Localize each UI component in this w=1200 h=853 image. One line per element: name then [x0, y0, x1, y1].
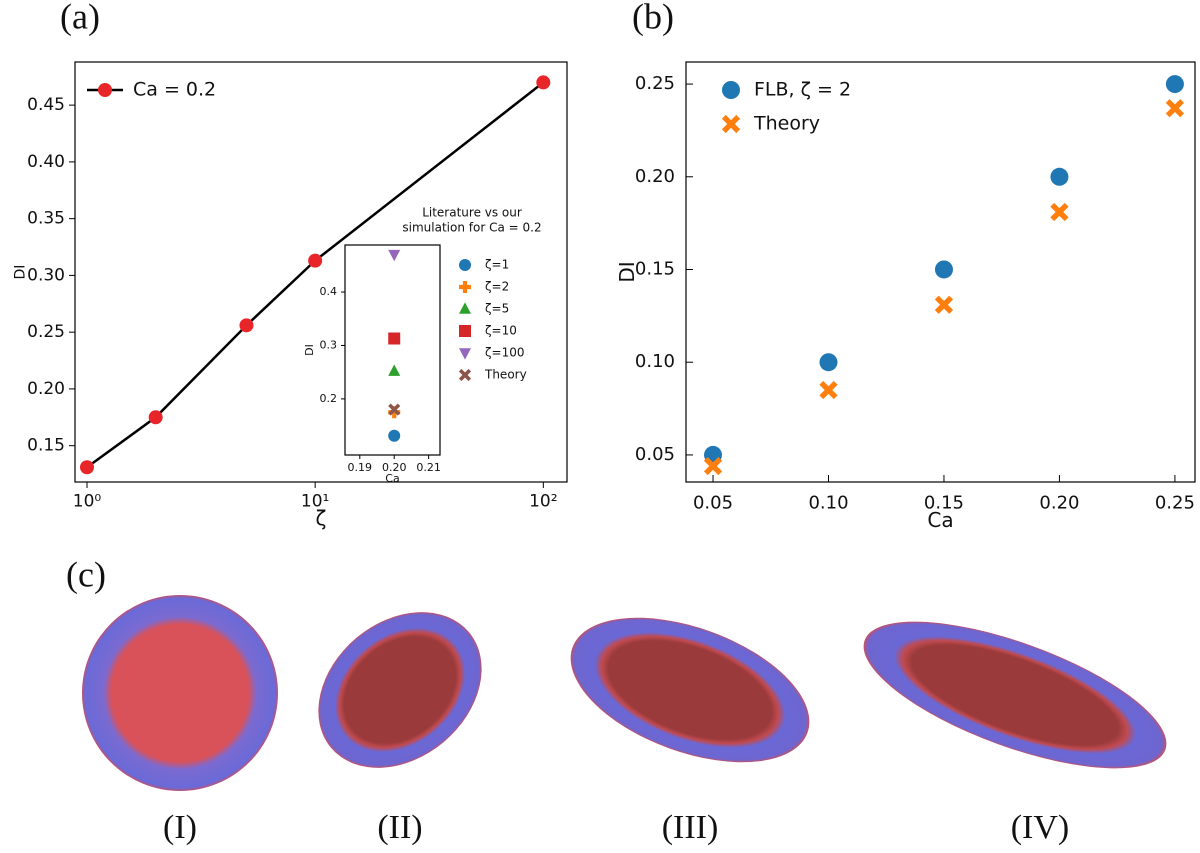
- marker: [388, 332, 401, 345]
- x-tick-label: 10¹: [301, 492, 329, 512]
- x-axis-label: Ca: [385, 472, 399, 485]
- line: [86, 81, 545, 469]
- x-tick-label: 0.15: [924, 492, 964, 513]
- plot-frame: [74, 61, 568, 483]
- x-tick-label: 0.05: [693, 492, 733, 513]
- y-tick-label: 0.10: [635, 351, 675, 372]
- y-tick-label: 0.30: [27, 265, 65, 285]
- marker: [1050, 202, 1069, 222]
- x-tick-label: 0.10: [808, 492, 848, 513]
- legend-label: ζ=1: [485, 258, 509, 272]
- legend-label: ζ=2: [485, 280, 509, 294]
- legend-marker: [459, 302, 471, 314]
- y-tick-label: 0.20: [27, 379, 65, 399]
- y-tick-label: 0.15: [635, 258, 675, 279]
- x-axis-label: ζ: [316, 506, 327, 530]
- marker: [388, 364, 401, 376]
- droplets: [82, 595, 1167, 791]
- y-tick-label: 0.20: [635, 166, 675, 187]
- legend-marker: [459, 348, 471, 360]
- x-axis-label: Ca: [927, 508, 953, 532]
- y-tick-label: 0.40: [27, 152, 65, 172]
- droplet-label: (I): [163, 809, 197, 846]
- legend-label: Theory: [484, 368, 527, 382]
- y-tick-label: 0.25: [635, 73, 675, 94]
- marker: [1165, 99, 1185, 118]
- y-tick-label: 0.4: [320, 285, 338, 298]
- y-axis-label: DI: [303, 344, 316, 356]
- droplet-label: (II): [377, 809, 422, 846]
- marker: [934, 260, 953, 279]
- marker: [388, 429, 401, 442]
- x-tick-label: 0.21: [416, 461, 441, 474]
- droplet-label: (III): [662, 809, 719, 846]
- y-axis-label: DI: [13, 265, 29, 280]
- marker: [239, 318, 254, 333]
- legend-label: ζ=5: [485, 302, 509, 316]
- y-tick-label: 0.05: [635, 444, 675, 465]
- legend-marker: [722, 81, 740, 99]
- x-tick-label: 10⁰: [73, 492, 102, 512]
- panel-label: (c): [66, 554, 106, 594]
- inset-title: simulation for Ca = 0.2: [402, 221, 541, 235]
- x-tick-label: 10²: [529, 492, 557, 512]
- legend-marker: [458, 368, 472, 382]
- marker: [388, 403, 401, 416]
- legend-label: Theory: [753, 113, 820, 135]
- marker: [79, 460, 94, 475]
- x-tick-label: 0.25: [1155, 492, 1195, 513]
- y-tick-label: 0.3: [320, 338, 338, 351]
- legend-marker: [459, 259, 471, 271]
- legend-label: FLB, ζ = 2: [754, 79, 851, 101]
- marker: [1050, 167, 1069, 186]
- legend-label: Ca = 0.2: [133, 79, 216, 101]
- y-tick-label: 0.15: [27, 436, 65, 456]
- x-tick-label: 0.20: [382, 461, 407, 474]
- y-tick-label: 0.45: [27, 95, 65, 115]
- droplet-label: (IV): [1011, 809, 1070, 846]
- y-axis-label: DI: [615, 261, 639, 282]
- plot-frame: [685, 61, 1196, 483]
- inset-title: Literature vs our: [422, 206, 522, 220]
- legend-label: ζ=100: [485, 346, 525, 360]
- legend-label: ζ=10: [485, 324, 517, 338]
- marker: [148, 410, 163, 425]
- y-tick-label: 0.25: [27, 322, 65, 342]
- droplet: [318, 612, 482, 768]
- marker: [703, 456, 723, 476]
- marker: [1165, 75, 1184, 94]
- legend-marker: [98, 83, 112, 97]
- droplet: [863, 621, 1167, 769]
- marker: [536, 75, 551, 90]
- droplet: [570, 617, 810, 763]
- plot-frame: [344, 244, 441, 456]
- y-tick-label: 0.2: [320, 392, 338, 405]
- x-tick-label: 0.19: [348, 461, 373, 474]
- marker: [819, 353, 838, 372]
- droplet: [82, 595, 278, 791]
- y-tick-label: 0.35: [27, 209, 65, 229]
- panel-label: (a): [60, 0, 100, 36]
- marker: [934, 295, 954, 314]
- panel-label: (b): [632, 0, 674, 36]
- marker: [819, 380, 838, 400]
- marker: [388, 249, 401, 262]
- legend-marker: [721, 114, 741, 134]
- x-tick-label: 0.20: [1039, 492, 1079, 513]
- legend-marker: [459, 325, 471, 337]
- legend-marker: [459, 281, 471, 293]
- marker: [308, 253, 323, 268]
